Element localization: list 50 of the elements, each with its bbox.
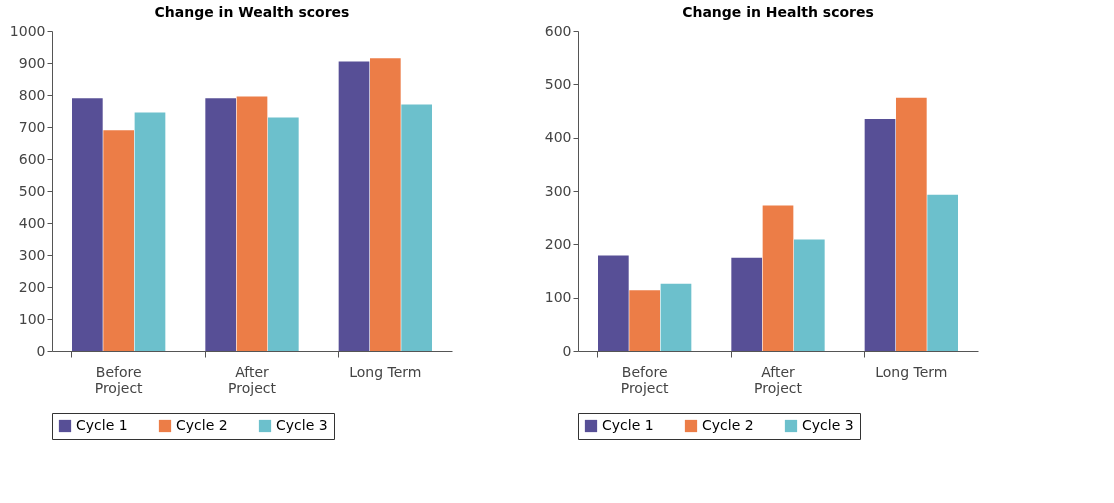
y-tick-label: 0 — [36, 342, 46, 359]
bar — [72, 98, 103, 351]
bar — [895, 97, 927, 351]
y-tick-label: 200 — [18, 278, 46, 295]
y-tick-label: 600 — [18, 150, 46, 167]
legend-label: Cycle 1 — [602, 417, 654, 433]
x-tick-label: Before Project — [620, 363, 670, 396]
y-tick-label: 400 — [544, 129, 572, 146]
bar — [369, 58, 401, 351]
legend-label: Cycle 3 — [276, 417, 328, 433]
bar — [793, 239, 825, 351]
y-tick-label: 0 — [562, 342, 572, 359]
y-tick-label: 500 — [18, 182, 46, 199]
bar — [598, 255, 629, 351]
legend-label: Cycle 2 — [702, 417, 754, 433]
y-tick-label: 300 — [544, 182, 572, 199]
y-tick-label: 1000 — [9, 22, 46, 39]
chart-title: Change in Wealth scores — [154, 4, 350, 20]
y-tick-label: 600 — [544, 22, 572, 39]
bar — [731, 257, 763, 351]
y-tick-label: 100 — [18, 310, 46, 327]
bar — [236, 96, 268, 351]
y-tick-label: 800 — [18, 86, 46, 103]
bar — [660, 283, 692, 351]
y-tick-label: 400 — [18, 214, 46, 231]
x-tick-label: After Project — [754, 363, 803, 396]
x-tick-label: Long Term — [875, 363, 948, 380]
y-tick-label: 300 — [18, 246, 46, 263]
bar — [205, 98, 237, 351]
x-tick-label: Long Term — [349, 363, 422, 380]
x-tick-label: After Project — [228, 363, 277, 396]
legend-label: Cycle 3 — [802, 417, 854, 433]
y-tick-label: 200 — [544, 235, 572, 252]
bar — [103, 130, 135, 351]
legend-label: Cycle 1 — [76, 417, 128, 433]
bar — [762, 205, 794, 351]
bar — [267, 117, 299, 351]
y-tick-label: 900 — [18, 54, 46, 71]
bar — [338, 61, 370, 351]
bar — [401, 104, 432, 351]
y-tick-label: 100 — [544, 289, 572, 306]
y-tick-label: 500 — [544, 75, 572, 92]
bar — [134, 112, 166, 351]
y-tick-label: 700 — [18, 118, 46, 135]
bar — [629, 290, 661, 351]
chart-title: Change in Health scores — [682, 4, 874, 20]
bar — [927, 194, 958, 351]
legend-label: Cycle 2 — [176, 417, 228, 433]
bar — [864, 119, 896, 351]
x-tick-label: Before Project — [94, 363, 144, 396]
